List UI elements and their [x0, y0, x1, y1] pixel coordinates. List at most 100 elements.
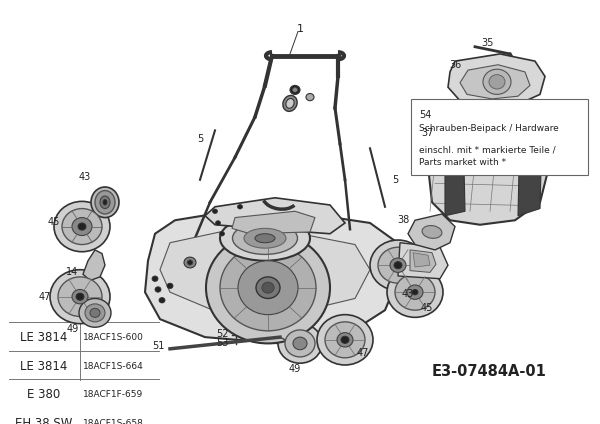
Circle shape: [212, 209, 218, 214]
Text: 14: 14: [66, 267, 78, 276]
Text: EH 38 SW: EH 38 SW: [15, 417, 72, 424]
Text: 18ACF1S-664: 18ACF1S-664: [83, 362, 144, 371]
Circle shape: [155, 287, 161, 292]
Circle shape: [285, 330, 315, 357]
Polygon shape: [448, 54, 545, 106]
Text: 51: 51: [152, 341, 164, 351]
Circle shape: [152, 276, 158, 282]
Polygon shape: [408, 214, 455, 250]
Polygon shape: [205, 198, 345, 234]
Circle shape: [90, 308, 100, 317]
Circle shape: [238, 261, 298, 315]
Circle shape: [325, 322, 365, 358]
Text: 47: 47: [39, 292, 51, 301]
Circle shape: [290, 85, 300, 95]
Text: 1: 1: [296, 24, 304, 34]
Circle shape: [370, 240, 426, 290]
Circle shape: [215, 221, 221, 225]
Circle shape: [278, 324, 322, 363]
Circle shape: [378, 247, 418, 283]
Circle shape: [387, 267, 443, 317]
Text: LE 3814: LE 3814: [20, 331, 67, 344]
Circle shape: [78, 223, 86, 230]
Circle shape: [489, 75, 505, 89]
Text: 18ACF1F-659: 18ACF1F-659: [83, 391, 143, 399]
Circle shape: [238, 204, 242, 209]
Text: 45: 45: [48, 217, 60, 227]
Text: E 380: E 380: [27, 388, 60, 402]
Polygon shape: [518, 121, 542, 216]
Text: einschl. mit * markierte Teile /: einschl. mit * markierte Teile /: [419, 146, 556, 155]
Ellipse shape: [100, 196, 110, 209]
Text: 37: 37: [422, 128, 434, 138]
Text: 5: 5: [197, 134, 203, 144]
Polygon shape: [145, 211, 400, 343]
Bar: [411, 99, 588, 176]
Text: Parts market with *: Parts market with *: [419, 159, 506, 167]
Ellipse shape: [91, 187, 119, 218]
Circle shape: [317, 315, 373, 365]
Circle shape: [394, 262, 402, 269]
Circle shape: [58, 277, 102, 316]
Polygon shape: [445, 121, 465, 216]
Text: 47: 47: [357, 348, 369, 358]
Circle shape: [293, 88, 298, 92]
Polygon shape: [428, 108, 548, 225]
Circle shape: [395, 274, 435, 310]
Circle shape: [72, 290, 88, 304]
Text: 43: 43: [402, 289, 414, 299]
Ellipse shape: [95, 191, 115, 214]
Text: 54: 54: [419, 110, 431, 120]
Ellipse shape: [220, 216, 310, 261]
Text: 5: 5: [392, 175, 398, 185]
Text: 18ACF1S-658: 18ACF1S-658: [83, 419, 144, 424]
Circle shape: [76, 293, 84, 300]
Polygon shape: [83, 250, 105, 281]
Text: 49: 49: [67, 324, 79, 334]
Circle shape: [412, 290, 418, 295]
Circle shape: [407, 285, 423, 299]
Circle shape: [220, 245, 316, 331]
Text: 36: 36: [449, 60, 461, 70]
Polygon shape: [413, 253, 430, 267]
Polygon shape: [160, 232, 370, 313]
Ellipse shape: [286, 98, 294, 108]
Circle shape: [220, 232, 224, 236]
Circle shape: [483, 69, 511, 95]
Polygon shape: [398, 243, 448, 279]
Circle shape: [206, 232, 330, 343]
Circle shape: [337, 333, 353, 347]
Text: 49: 49: [289, 364, 301, 374]
Polygon shape: [460, 65, 530, 99]
Circle shape: [184, 257, 196, 268]
Text: 52: 52: [216, 329, 228, 340]
Circle shape: [187, 260, 193, 265]
Text: Schrauben-Beipack / Hardware: Schrauben-Beipack / Hardware: [419, 124, 559, 133]
Text: E3-07484A-01: E3-07484A-01: [431, 364, 547, 379]
Text: 38: 38: [397, 215, 409, 225]
Circle shape: [79, 298, 111, 327]
Circle shape: [159, 298, 165, 303]
Circle shape: [262, 282, 274, 293]
Circle shape: [85, 304, 105, 322]
Circle shape: [306, 94, 314, 100]
Circle shape: [167, 283, 173, 289]
Circle shape: [390, 258, 406, 272]
Circle shape: [256, 277, 280, 298]
Text: 18ACF1S-600: 18ACF1S-600: [83, 333, 144, 342]
Ellipse shape: [233, 222, 298, 254]
Circle shape: [72, 218, 92, 236]
Ellipse shape: [244, 229, 286, 248]
Text: 53: 53: [216, 338, 228, 349]
Circle shape: [62, 209, 102, 245]
Circle shape: [54, 201, 110, 252]
Text: 35: 35: [481, 38, 493, 48]
Polygon shape: [410, 250, 436, 272]
Circle shape: [341, 336, 349, 343]
Text: LE 3814: LE 3814: [20, 360, 67, 373]
Text: 43: 43: [79, 172, 91, 182]
Ellipse shape: [422, 226, 442, 238]
Ellipse shape: [255, 234, 275, 243]
Circle shape: [50, 270, 110, 324]
Ellipse shape: [283, 95, 297, 112]
